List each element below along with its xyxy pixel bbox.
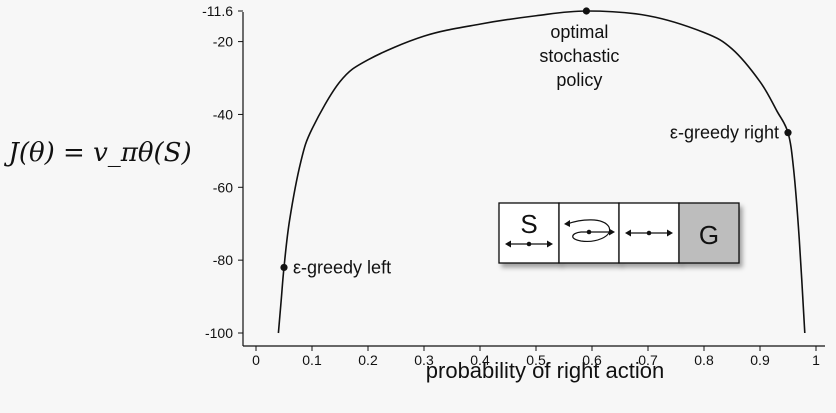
grid-cell	[498, 202, 560, 264]
y-tick-label: -100	[205, 325, 233, 341]
x-tick-label: 0	[252, 352, 260, 368]
bidirectional-arrow-icon	[505, 240, 553, 248]
y-tick-label: -20	[213, 34, 233, 50]
reversed-action-arrow-icon	[564, 219, 615, 242]
x-tick-label: 0.9	[750, 352, 770, 368]
epsilon-greedy-right-point	[784, 129, 792, 137]
optimal-policy-label-line: optimal	[550, 22, 608, 42]
x-tick-label: 0.7	[638, 352, 658, 368]
start-cell-label: S	[520, 209, 537, 239]
optimal-policy-point	[582, 7, 591, 15]
x-tick-label: 0.2	[358, 352, 378, 368]
x-tick-label: 0.8	[694, 352, 714, 368]
optimal-policy-label: optimal stochastic policy	[539, 22, 619, 90]
x-tick-label: 0.1	[302, 352, 322, 368]
y-tick-label: -11.6	[202, 3, 233, 19]
bidirectional-arrow-icon	[625, 229, 673, 237]
epsilon-greedy-right-label: ε-greedy right	[670, 123, 779, 143]
x-axis-label: probability of right action	[426, 358, 664, 383]
points-layer: optimal stochastic policy ε-greedy right ε-g…	[280, 7, 792, 277]
y-tick-label: -80	[213, 252, 233, 268]
x-tick-label: 0.4	[470, 352, 490, 368]
grid-cell	[678, 202, 740, 264]
y-tick-label: -40	[213, 106, 233, 122]
y-tick-label: -60	[213, 179, 233, 195]
x-tick-label: 1	[812, 352, 820, 368]
axes: 0 0.1 0.2 0.3 0.4 0.5 0.6 0.7 0.8 0.9 1 -11.6 -20 -40…	[202, 3, 825, 368]
x-tick-label: 0.5	[526, 352, 546, 368]
y-axis-label: J(θ) = v_πθ(S)	[3, 138, 191, 168]
x-tick-label: 0.6	[582, 352, 602, 368]
epsilon-greedy-left-label: ε-greedy left	[293, 257, 391, 277]
x-tick-label: 0.3	[414, 352, 434, 368]
optimal-policy-label-line: policy	[556, 70, 602, 90]
epsilon-greedy-left-point	[280, 263, 288, 272]
goal-cell-label: G	[699, 220, 719, 250]
optimal-policy-label-line: stochastic	[539, 46, 619, 66]
